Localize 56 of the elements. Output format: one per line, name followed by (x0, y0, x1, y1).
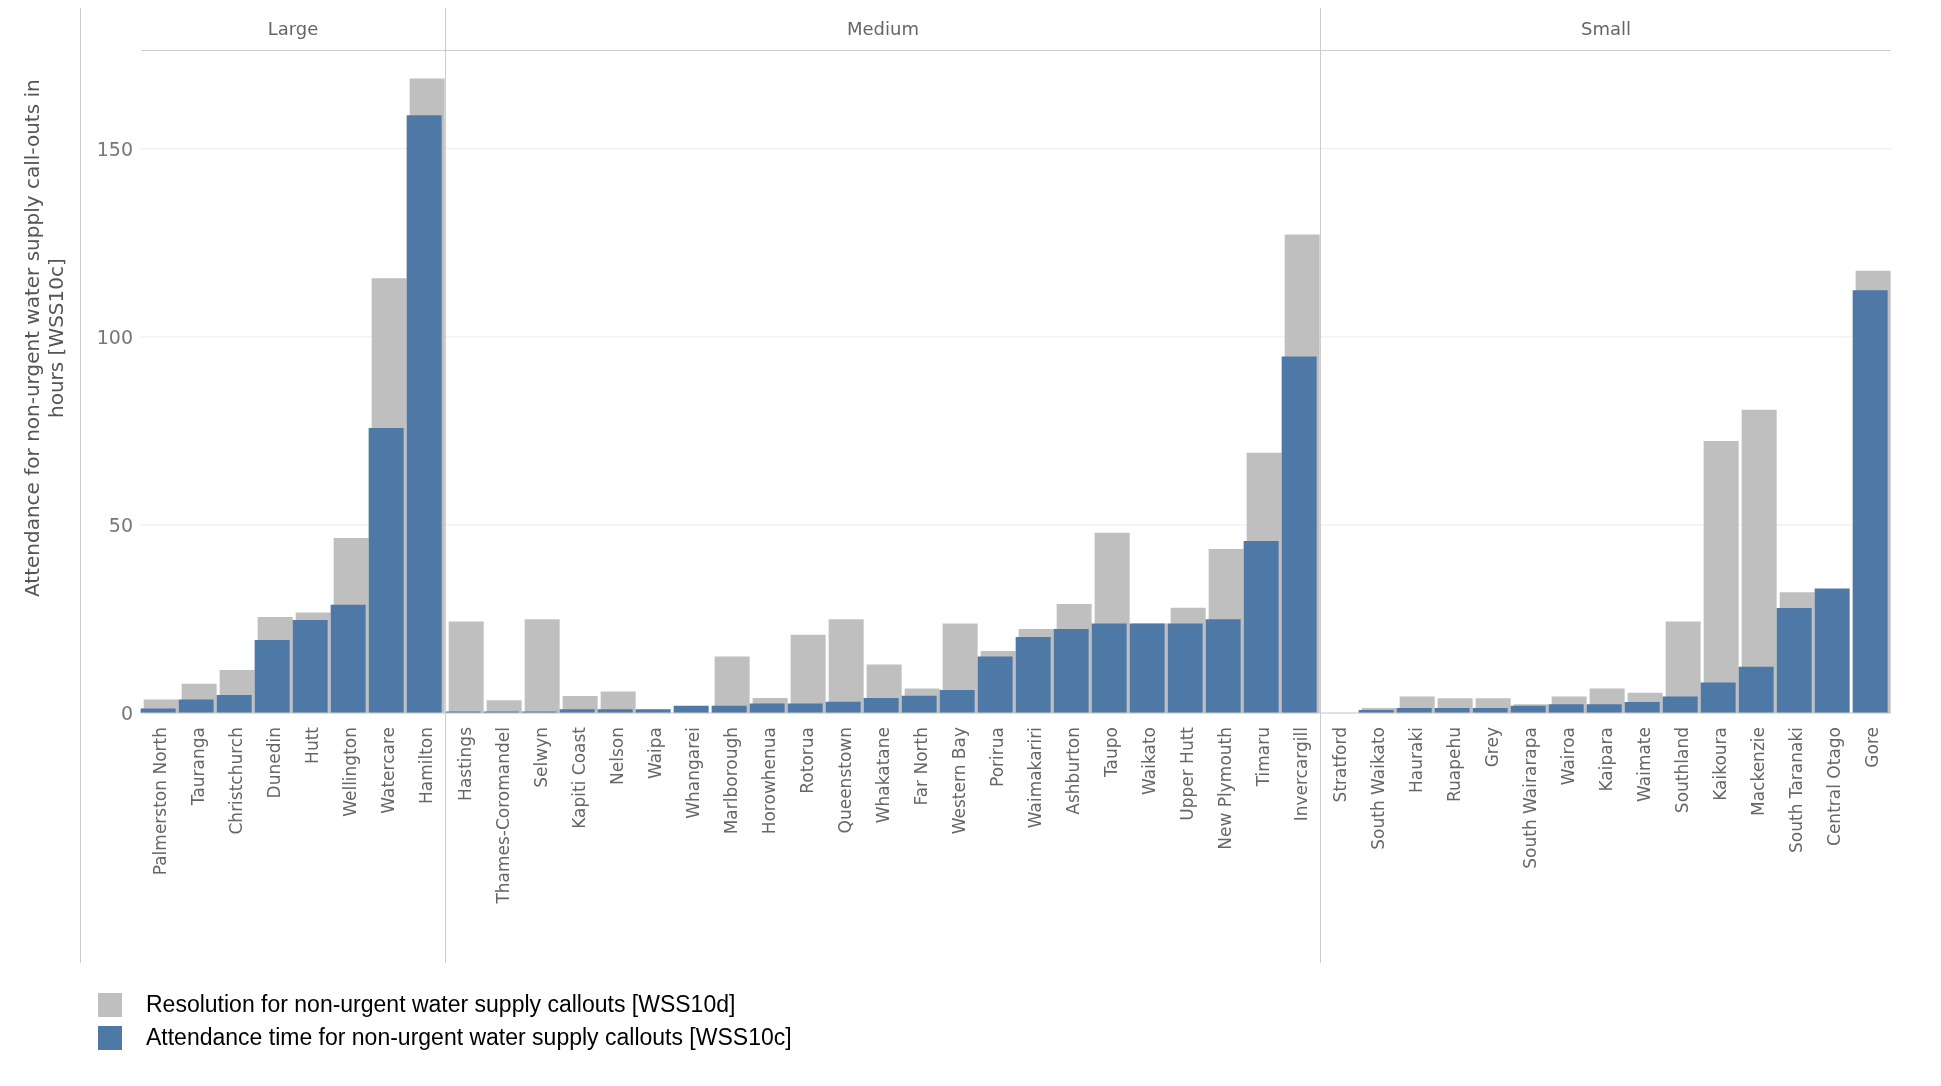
x-tick-label: Waipa (645, 727, 665, 780)
x-tick-label: Kaipara (1596, 727, 1616, 792)
x-tick-label: Waimakariri (1025, 727, 1045, 829)
x-tick-label: South Taranaki (1786, 727, 1806, 853)
x-tick-label: Queenstown (835, 727, 855, 834)
x-tick-label: Christchurch (226, 727, 246, 835)
chart-title: Small (1321, 8, 1891, 51)
x-tick-label: Watercare (378, 727, 398, 814)
x-tick-label: Waimate (1634, 727, 1654, 802)
x-tick-label: Whakatane (873, 727, 893, 824)
x-tick-label: Invercargill (1291, 727, 1311, 822)
x-tick-label: Hauraki (1406, 727, 1426, 793)
x-tick-label: Taupo (1101, 727, 1121, 778)
x-tick-label: Mackenzie (1748, 727, 1768, 817)
x-tick-label: Wellington (340, 727, 360, 817)
x-tick-label: Upper Hutt (1177, 726, 1197, 821)
legend-label: Resolution for non-urgent water supply callouts [WSS10d] (146, 991, 736, 1018)
x-tick-label: Hamilton (416, 727, 436, 805)
x-tick-label: Marlborough (721, 727, 741, 835)
x-tick-label: Rotorua (797, 727, 817, 794)
x-tick-label: Hutt (302, 726, 322, 764)
x-tick-label: Hastings (455, 726, 475, 801)
x-tick-label: Kaikoura (1710, 727, 1730, 801)
x-tick-label: Ashburton (1063, 727, 1083, 815)
x-tick-label: New Plymouth (1215, 727, 1235, 850)
x-tick-label: Thames-Coromandel (493, 727, 513, 905)
y-tick-label: 150 (96, 137, 133, 160)
legend-label: Attendance time for non-urgent water supply callouts [WSS10c] (146, 1024, 792, 1051)
x-tick-label: Nelson (607, 727, 627, 785)
y-tick-label: 50 (108, 513, 133, 536)
x-tick-label: Western Bay (949, 727, 969, 835)
x-tick-label: South Waikato (1368, 727, 1388, 850)
x-tick-label: Porirua (987, 727, 1007, 787)
x-tick-label: Ruapehu (1444, 727, 1464, 803)
x-tick-label: Timaru (1253, 727, 1273, 788)
y-tick-label: 100 (96, 325, 133, 348)
x-tick-label: Dunedin (264, 727, 284, 799)
x-tick-label: Far North (911, 727, 931, 806)
x-tick-label: Horowhenua (759, 727, 779, 835)
chart-title: Large (141, 8, 445, 51)
x-tick-label: Grey (1482, 727, 1502, 768)
x-tick-label: Palmerston North (150, 727, 170, 876)
x-tick-label: Tauranga (188, 727, 208, 807)
x-tick-label: Waikato (1139, 727, 1159, 795)
y-axis-title: Attendance for non-urgent water supply call-outs in hours [WSS10c] (20, 78, 68, 599)
x-tick-label: Whangarei (683, 727, 703, 819)
x-tick-label: South Wairarapa (1520, 727, 1540, 869)
x-tick-label: Central Otago (1824, 727, 1844, 846)
x-tick-label: Stratford (1330, 727, 1350, 803)
x-tick-label: Kapiti Coast (569, 726, 589, 829)
x-tick-label: Southland (1672, 727, 1692, 814)
y-tick-label: 0 (120, 701, 133, 724)
chart-title: Medium (446, 8, 1320, 51)
x-tick-label: Gore (1862, 727, 1882, 768)
x-tick-label: Wairoa (1558, 727, 1578, 786)
x-tick-label: Selwyn (531, 727, 551, 788)
